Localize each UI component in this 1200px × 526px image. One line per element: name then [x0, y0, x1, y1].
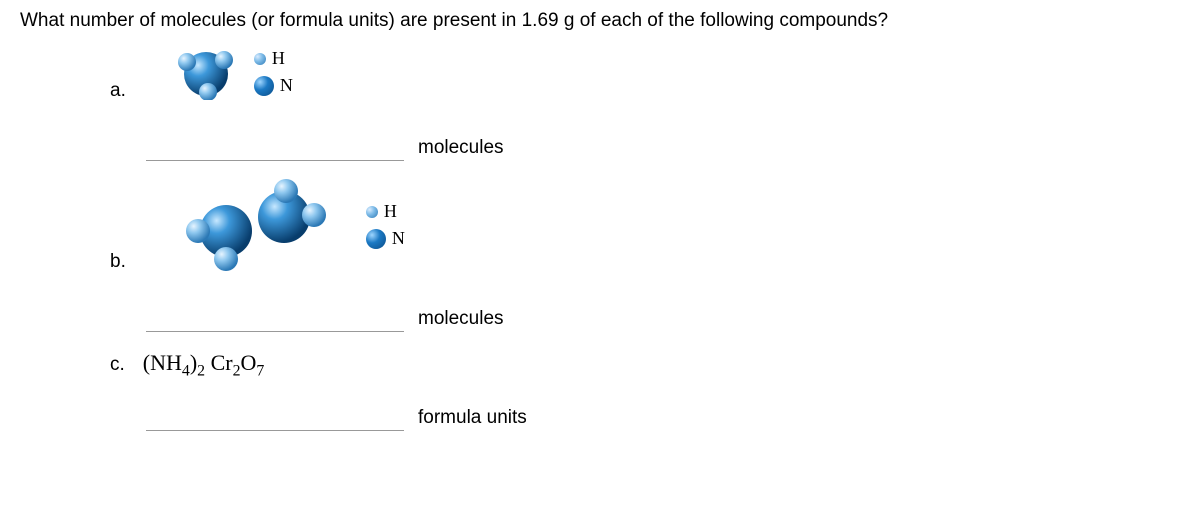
legend-n-label: N: [280, 75, 293, 96]
part-c-unit: formula units: [418, 407, 527, 431]
part-b: b.: [110, 179, 1180, 332]
legend-b: H N: [366, 201, 405, 249]
legend-a: H N: [254, 48, 293, 96]
legend-a-n: N: [254, 75, 293, 96]
formula-seg: O: [240, 350, 256, 375]
part-a-answer-row: molecules: [146, 126, 1180, 161]
question-text: What number of molecules (or formula uni…: [20, 10, 1180, 32]
part-a-unit: molecules: [418, 137, 504, 161]
part-a-header: a.: [110, 44, 1180, 108]
molecule-b-figure: H N: [168, 179, 405, 271]
part-c-answer-row: formula units: [146, 396, 1180, 431]
n-dot-icon: [366, 229, 386, 249]
part-a-label: a.: [110, 80, 126, 108]
part-b-label: b.: [110, 251, 126, 279]
part-c: c. (NH4)2 Cr2O7 formula units: [110, 350, 1180, 431]
part-b-header: b.: [110, 179, 1180, 279]
part-b-unit: molecules: [418, 308, 504, 332]
h-dot-icon: [366, 206, 378, 218]
part-c-formula: (NH4)2 Cr2O7: [143, 350, 265, 376]
legend-b-n: N: [366, 228, 405, 249]
ammonia-icon: [176, 44, 242, 100]
part-b-input[interactable]: [146, 297, 404, 332]
hydrazine-icon: [168, 179, 348, 271]
part-b-answer-row: molecules: [146, 297, 1180, 332]
part-a: a.: [110, 44, 1180, 161]
legend-h-label: H: [384, 201, 397, 222]
legend-a-h: H: [254, 48, 293, 69]
part-c-label: c.: [110, 354, 125, 382]
formula-sub: 2: [197, 362, 205, 379]
part-c-header: c. (NH4)2 Cr2O7: [110, 350, 1180, 382]
molecule-a-figure: H N: [176, 44, 293, 100]
parts-container: a.: [110, 44, 1180, 431]
part-a-input[interactable]: [146, 126, 404, 161]
formula-seg: (NH: [143, 350, 182, 375]
formula-sub: 4: [182, 362, 190, 379]
part-c-input[interactable]: [146, 396, 404, 431]
n-dot-icon: [254, 76, 274, 96]
h-dot-icon: [254, 53, 266, 65]
legend-h-label: H: [272, 48, 285, 69]
formula-seg: Cr: [205, 350, 233, 375]
legend-n-label: N: [392, 228, 405, 249]
formula-sub: 7: [256, 362, 264, 379]
legend-b-h: H: [366, 201, 405, 222]
